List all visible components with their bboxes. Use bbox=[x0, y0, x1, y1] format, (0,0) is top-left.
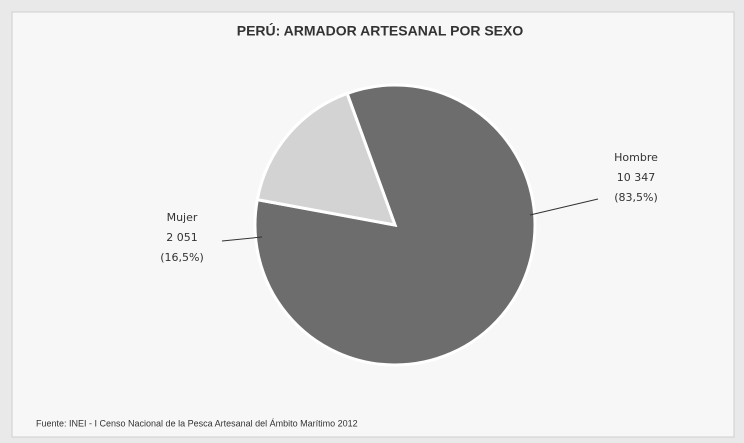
percent-label: (16,5%) bbox=[160, 251, 204, 264]
leader-line bbox=[529, 198, 599, 216]
value-label: 2 051 bbox=[166, 231, 198, 244]
chart-title: PERÚ: ARMADOR ARTESANAL POR SEXO bbox=[237, 22, 524, 39]
pie-slice bbox=[255, 91, 398, 227]
slice-label: Mujer bbox=[167, 211, 198, 224]
slice-label: Hombre bbox=[614, 151, 658, 164]
source-note: Fuente: INEI - I Censo Nacional de la Pe… bbox=[36, 418, 358, 428]
value-label: 10 347 bbox=[617, 171, 656, 184]
leader-line bbox=[221, 236, 263, 242]
percent-label: (83,5%) bbox=[614, 191, 658, 204]
